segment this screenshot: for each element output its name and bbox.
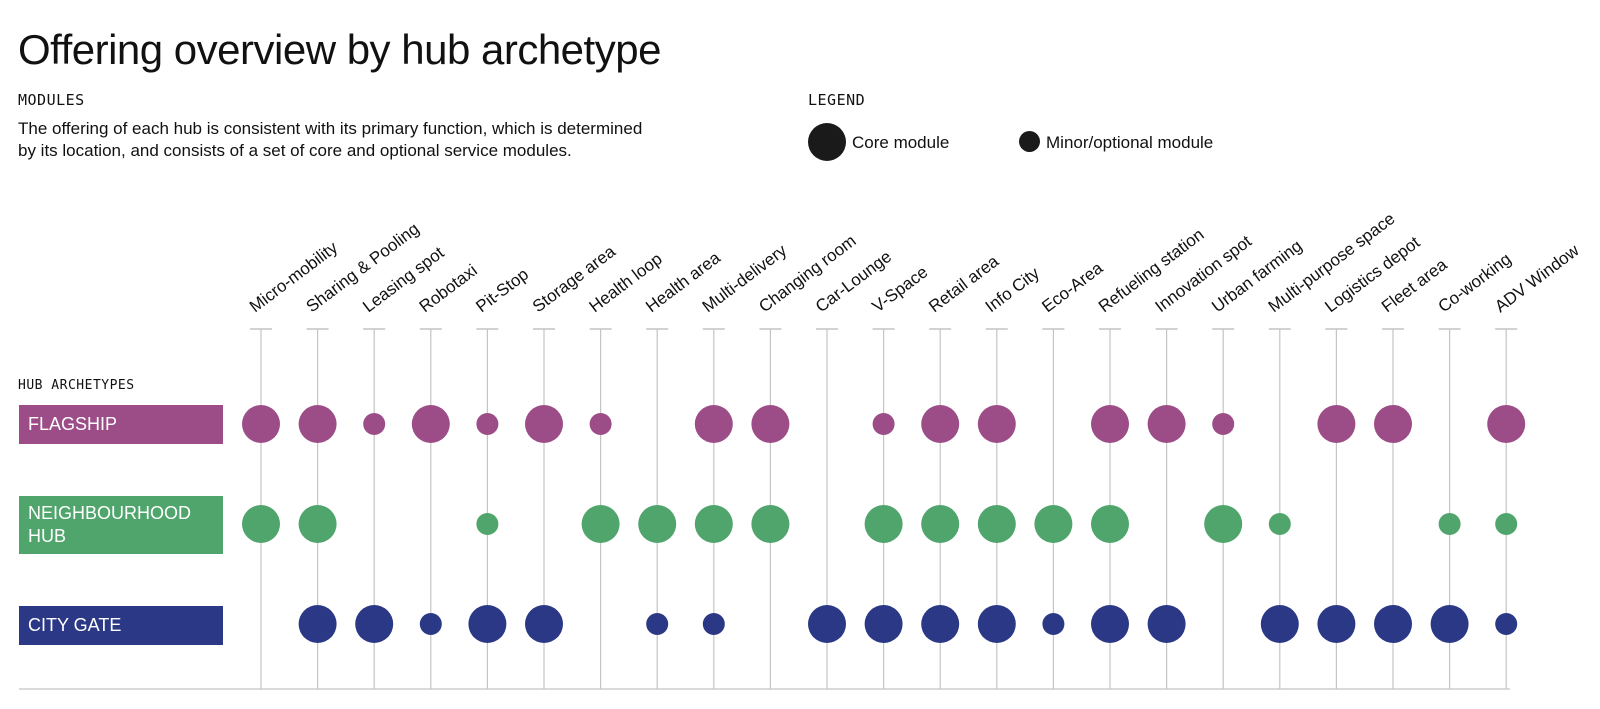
- core-module-dot: [1317, 405, 1356, 443]
- core-module-dot: [1260, 605, 1299, 643]
- column-label: Pit-Stop: [472, 265, 532, 317]
- core-module-dot: [242, 505, 280, 543]
- minor-module-dot: [702, 613, 725, 635]
- hub-label: NEIGHBOURHOOD HUB: [19, 496, 223, 554]
- core-module-dot: [1430, 605, 1469, 643]
- core-module-dot: [242, 405, 280, 443]
- core-module-dot: [977, 605, 1016, 643]
- core-module-dot: [1374, 405, 1412, 443]
- hub-label-line: CITY GATE: [28, 615, 122, 635]
- core-module-dot: [1147, 605, 1186, 643]
- core-module-dot: [525, 605, 563, 643]
- page-title: Offering overview by hub archetype: [18, 26, 661, 73]
- core-module-dot: [1091, 505, 1129, 543]
- core-module-dot: [1204, 505, 1243, 543]
- core-module-dot: [751, 405, 790, 443]
- core-module-dot: [411, 405, 450, 443]
- core-module-dot: [1374, 605, 1412, 643]
- minor-module-dot: [419, 613, 442, 635]
- minor-module-dot: [646, 613, 669, 635]
- minor-module-dot: [1495, 613, 1518, 635]
- core-module-dot: [298, 405, 337, 443]
- core-module-dot: [1091, 605, 1129, 643]
- hub-label: CITY GATE: [19, 606, 223, 645]
- legend-heading: LEGEND: [808, 91, 866, 109]
- hub-label-line: FLAGSHIP: [28, 414, 118, 434]
- column-label: Logistics depot: [1321, 233, 1423, 317]
- minor-module-dot: [589, 413, 612, 435]
- column-label: Innovation spot: [1152, 231, 1256, 316]
- core-module-dot: [638, 505, 677, 543]
- core-module-dot: [1317, 605, 1356, 643]
- hub-label: FLAGSHIP: [19, 405, 223, 444]
- core-module-dot: [1487, 405, 1526, 443]
- core-module-dot: [1091, 405, 1129, 443]
- core-module-dot: [921, 605, 960, 643]
- core-module-dot: [921, 405, 960, 443]
- core-module-dot: [694, 505, 733, 543]
- core-module-dot: [1034, 505, 1073, 543]
- column-label: Eco-Area: [1038, 258, 1106, 316]
- core-module-dot: [977, 405, 1016, 443]
- core-module-dot: [808, 605, 846, 643]
- core-module-dot: [864, 505, 903, 543]
- core-module-dot: [694, 405, 733, 443]
- minor-module-dot: [1212, 413, 1235, 435]
- minor-module-dot: [1438, 513, 1461, 535]
- core-module-dot: [751, 505, 790, 543]
- legend-core-dot: [808, 123, 846, 161]
- core-module-dot: [581, 505, 620, 543]
- core-module-dot: [525, 405, 563, 443]
- hub-archetypes-heading: HUB ARCHETYPES: [18, 378, 135, 393]
- minor-module-dot: [872, 413, 895, 435]
- modules-heading: MODULES: [18, 91, 85, 109]
- core-module-dot: [1147, 405, 1186, 443]
- core-module-dot: [864, 605, 903, 643]
- legend-core-label: Core module: [852, 133, 950, 152]
- core-module-dot: [298, 605, 337, 643]
- hub-label-text: FLAGSHIP: [28, 413, 117, 436]
- hub-label-text: CITY GATE: [28, 614, 121, 637]
- core-module-dot: [977, 505, 1016, 543]
- modules-description: The offering of each hub is consistent w…: [18, 118, 718, 162]
- column-label: Changing room: [755, 231, 859, 316]
- minor-module-dot: [1495, 513, 1518, 535]
- hub-label-text: NEIGHBOURHOOD HUB: [28, 502, 191, 548]
- legend-minor-label: Minor/optional module: [1046, 133, 1214, 152]
- core-module-dot: [468, 605, 507, 643]
- minor-module-dot: [1268, 513, 1291, 535]
- modules-description-line-2: by its location, and consists of a set o…: [18, 141, 572, 160]
- minor-module-dot: [1042, 613, 1065, 635]
- minor-module-dot: [363, 413, 386, 435]
- modules-description-line-1: The offering of each hub is consistent w…: [18, 119, 643, 138]
- core-module-dot: [298, 505, 337, 543]
- hub-label-line: HUB: [28, 526, 67, 546]
- legend-minor-dot: [1019, 131, 1040, 152]
- hub-label-line: NEIGHBOURHOOD: [28, 503, 192, 523]
- minor-module-dot: [476, 513, 499, 535]
- core-module-dot: [921, 505, 960, 543]
- minor-module-dot: [476, 413, 499, 435]
- core-module-dot: [355, 605, 394, 643]
